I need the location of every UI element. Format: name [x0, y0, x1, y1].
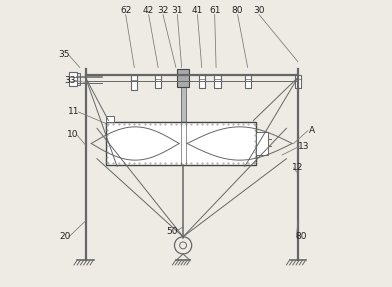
- Bar: [105, 116, 114, 122]
- Text: 30: 30: [253, 5, 265, 15]
- Text: 12: 12: [292, 163, 303, 172]
- Bar: [131, 75, 138, 90]
- Text: 80: 80: [232, 5, 243, 15]
- Bar: [245, 75, 251, 88]
- Bar: [199, 75, 205, 88]
- Text: 50: 50: [167, 226, 178, 236]
- Text: 13: 13: [298, 142, 309, 151]
- Text: 35: 35: [58, 50, 70, 59]
- Bar: [69, 72, 77, 86]
- Bar: [155, 75, 161, 88]
- Text: 31: 31: [172, 5, 183, 15]
- Bar: [295, 75, 301, 88]
- Bar: [256, 132, 268, 155]
- Text: A: A: [309, 126, 315, 135]
- Bar: [180, 72, 186, 165]
- Text: 61: 61: [209, 5, 220, 15]
- Bar: [214, 75, 221, 88]
- Text: 80: 80: [295, 232, 307, 241]
- Text: 41: 41: [192, 5, 203, 15]
- Text: 42: 42: [143, 5, 154, 15]
- Bar: [77, 73, 80, 85]
- Bar: [177, 69, 189, 87]
- Text: 10: 10: [67, 130, 78, 139]
- Text: 11: 11: [68, 107, 80, 117]
- Bar: [105, 122, 256, 165]
- Text: 20: 20: [59, 232, 70, 241]
- Text: 33: 33: [64, 76, 76, 85]
- Text: 62: 62: [120, 5, 131, 15]
- Text: 32: 32: [157, 5, 169, 15]
